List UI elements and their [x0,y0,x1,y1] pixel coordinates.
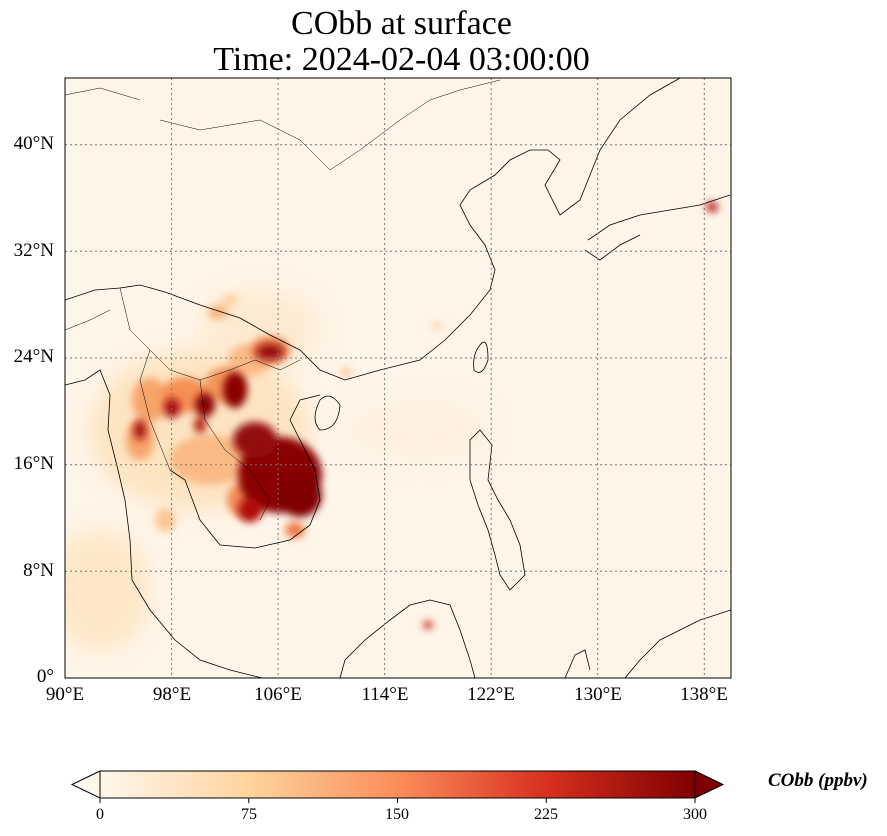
colorbar-tick-label: 300 [683,806,707,823]
colorbar-label: CObb (ppbv) [768,770,868,791]
lon-tick-label: 114°E [361,684,409,705]
lon-tick-label: 106°E [254,684,302,705]
lon-tick-label: 98°E [152,684,192,705]
lon-tick-label: 90°E [45,684,85,705]
lat-tick-label: 0° [36,666,54,687]
lat-tick-label: 40°N [13,133,54,154]
lat-tick-label: 24°N [13,346,54,367]
borders [65,79,501,521]
colorbar-tick-label: 150 [385,806,409,823]
plot-subtitle: Time: 2024-02-04 03:00:00 [213,41,590,78]
lat-tick-label: 8°N [23,560,54,581]
lon-tick-label: 138°E [680,684,728,705]
colorbar-tick-label: 75 [241,806,257,823]
plot-title: CObb at surface [291,5,512,42]
concentration-field [65,202,718,650]
lon-tick-label: 122°E [467,684,515,705]
coastlines [65,78,731,678]
colorbar [70,770,725,803]
colorbar-tick-label: 225 [534,806,558,823]
gridlines [65,78,731,678]
colorbar-tick-label: 0 [96,806,104,823]
lat-tick-label: 16°N [13,453,54,474]
lon-tick-label: 130°E [574,684,622,705]
map-frame [64,77,732,679]
lat-tick-label: 32°N [13,240,54,261]
